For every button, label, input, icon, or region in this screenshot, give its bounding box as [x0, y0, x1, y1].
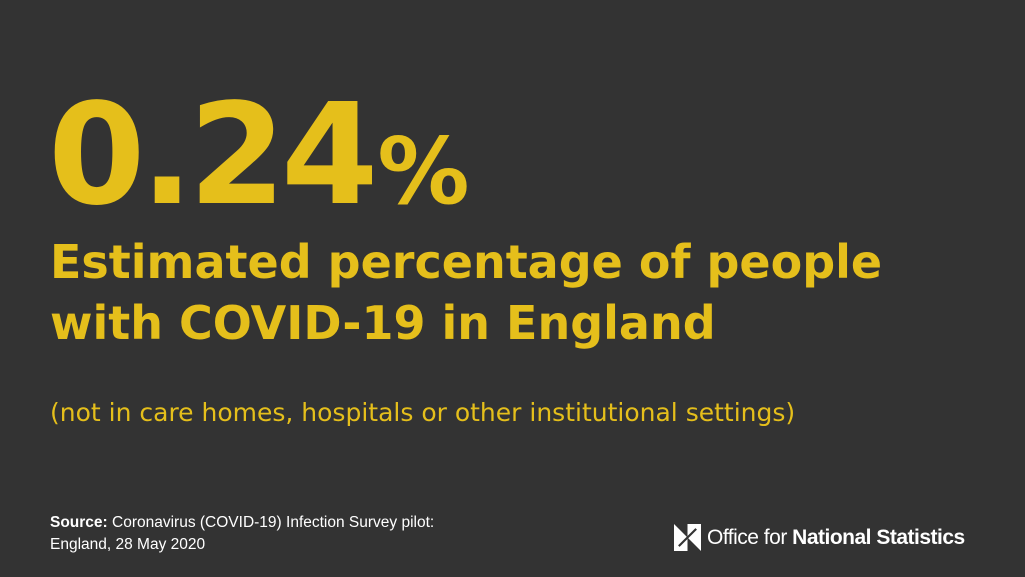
description-line-2: with COVID-19 in England [50, 296, 716, 350]
source-text-2: England, 28 May 2020 [50, 536, 206, 553]
ons-logo-text-regular: Office for [707, 526, 793, 549]
headline-statistic: 0.24% [48, 86, 470, 226]
statistic-description: Estimated percentage of people with COVI… [50, 232, 990, 354]
qualifier-note: (not in care homes, hospitals or other i… [50, 398, 796, 427]
statistic-value: 0.24 [48, 74, 378, 237]
source-line-1: Source: Coronavirus (COVID-19) Infection… [50, 512, 570, 534]
ons-logo-icon [674, 524, 701, 551]
statistic-unit: % [377, 118, 470, 225]
source-note: Source: Coronavirus (COVID-19) Infection… [50, 512, 570, 556]
source-text-1: Coronavirus (COVID-19) Infection Survey … [107, 514, 435, 531]
ons-logo-text: Office for National Statistics [707, 527, 965, 548]
ons-logo-text-bold: National Statistics [792, 526, 965, 549]
description-line-1: Estimated percentage of people [50, 235, 883, 289]
ons-logo: Office for National Statistics [674, 524, 965, 551]
source-label: Source: [50, 514, 108, 531]
